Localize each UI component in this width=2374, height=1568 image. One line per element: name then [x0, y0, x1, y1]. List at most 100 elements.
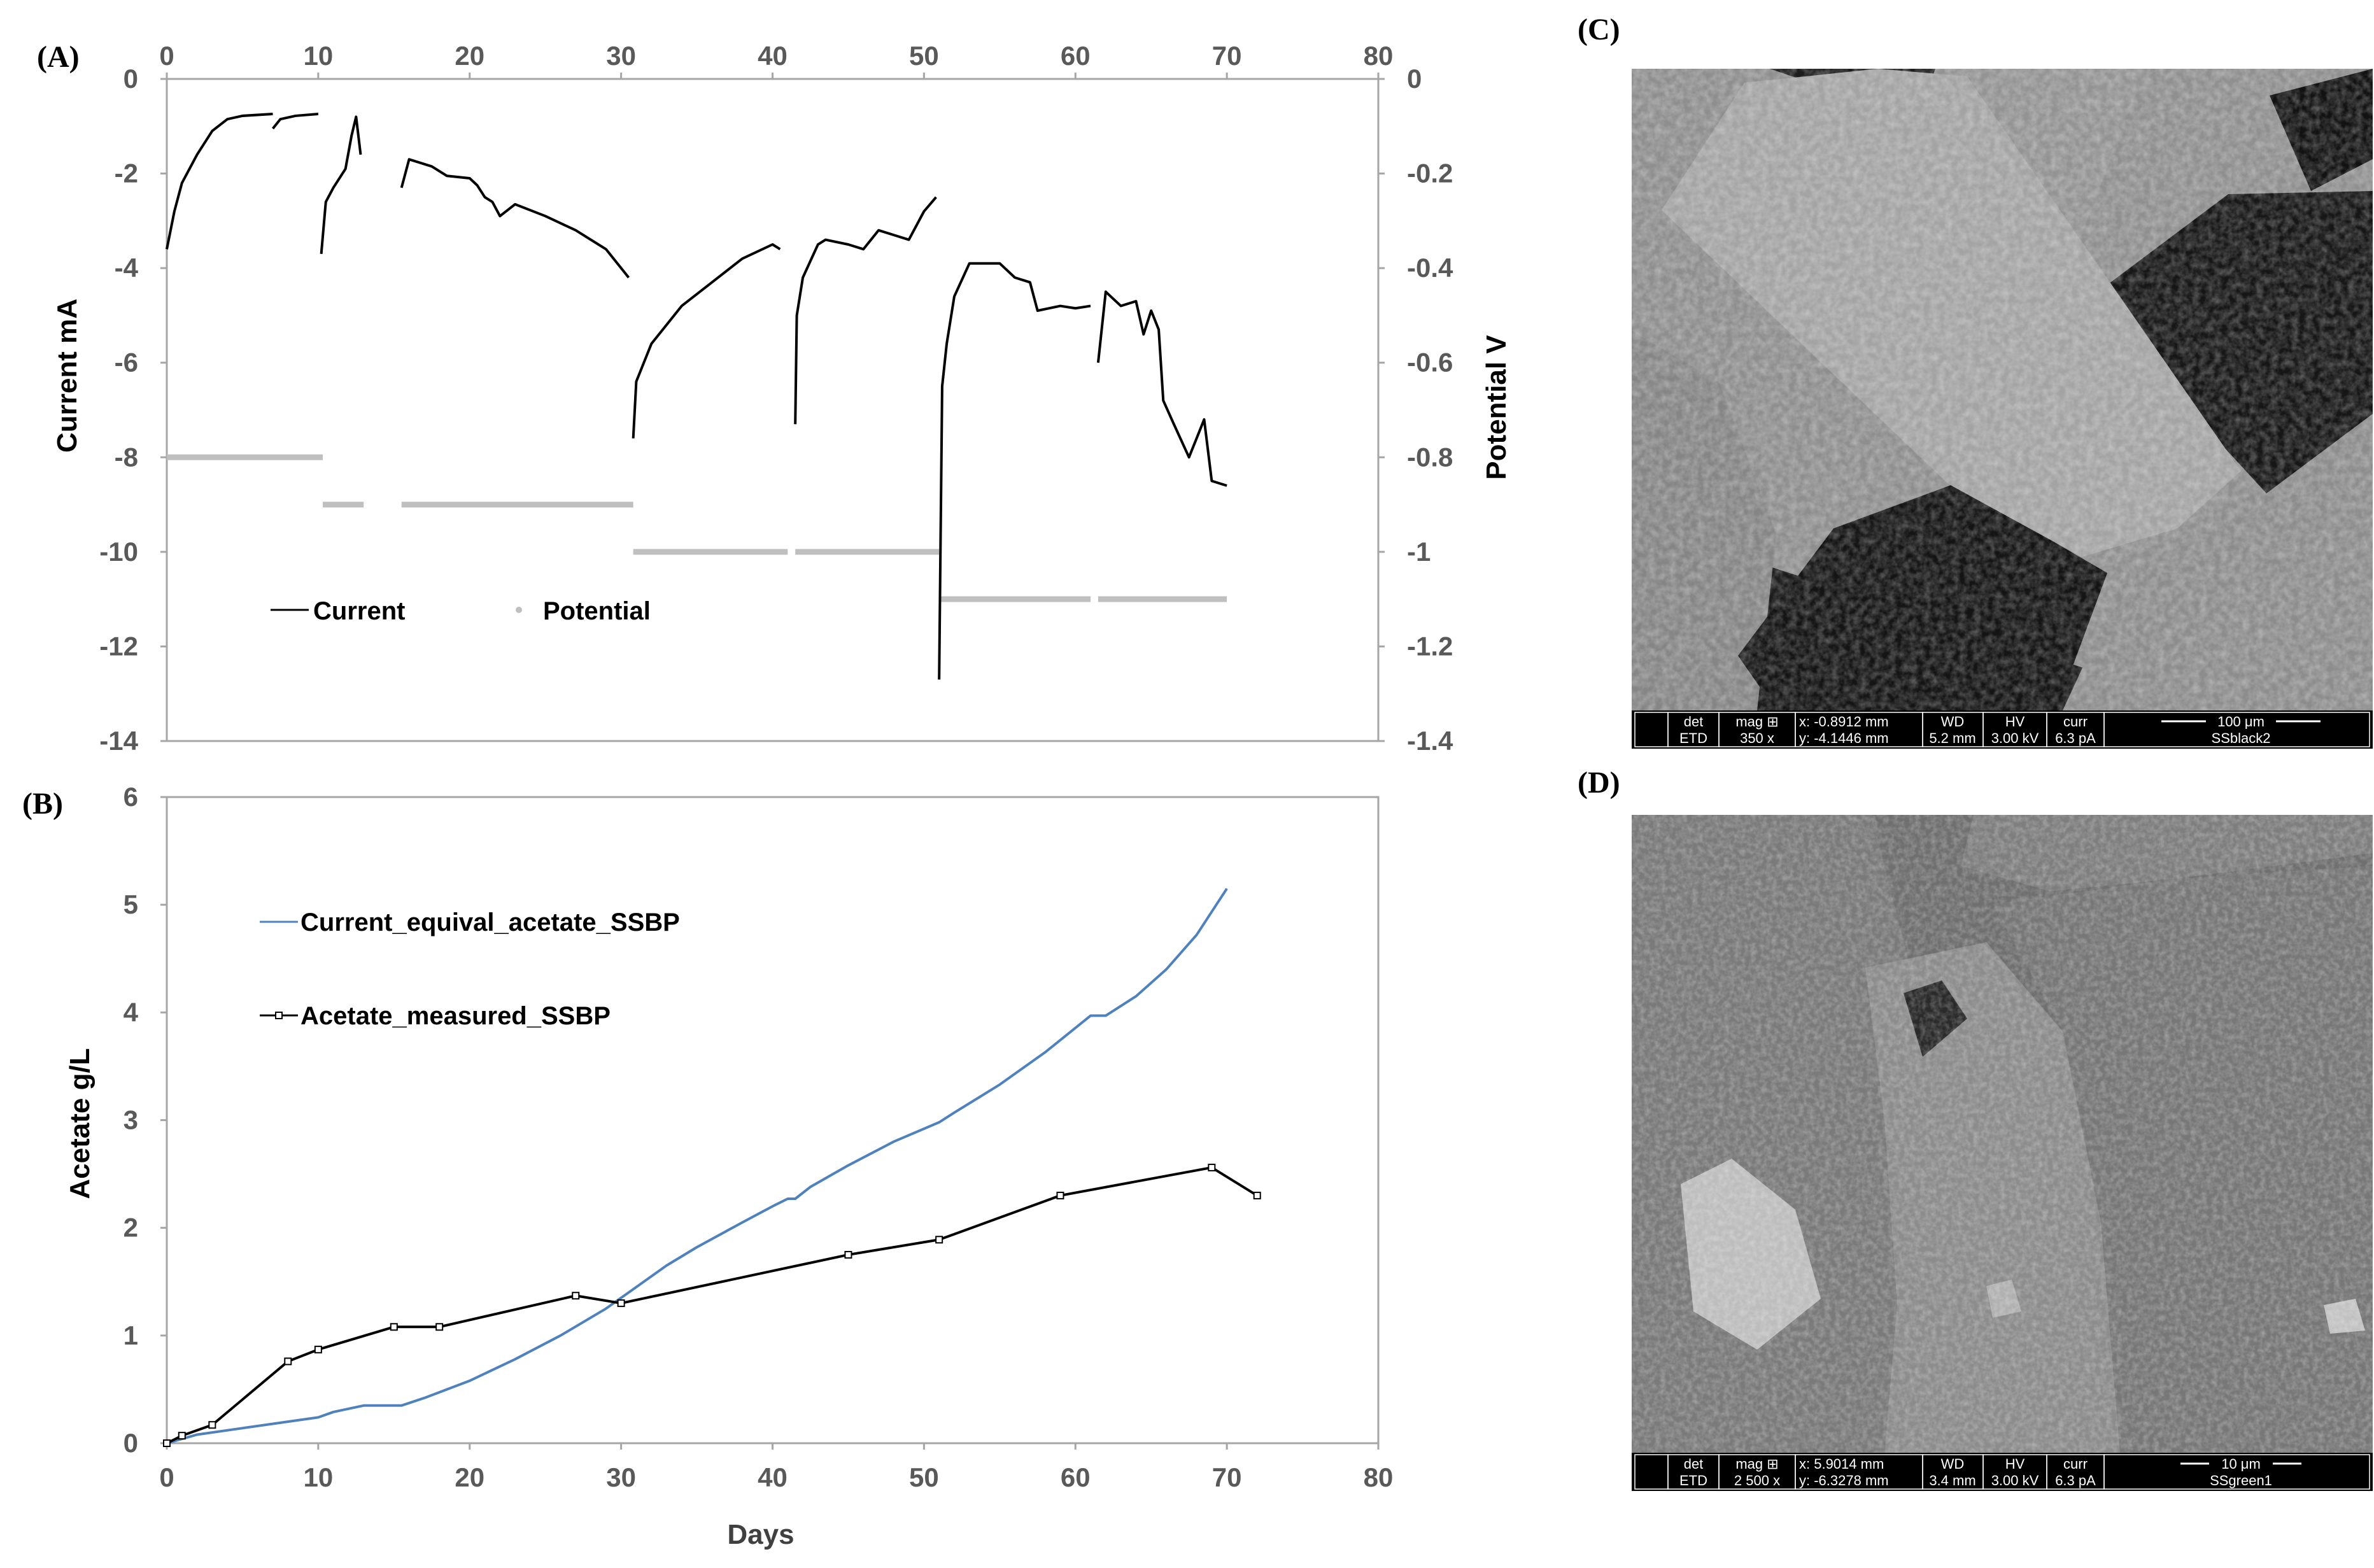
sem-c-curr-value: 6.3 pA	[2055, 730, 2096, 746]
chart-b-x-tick-label: 80	[1364, 1462, 1394, 1492]
chart-a-y-tick-label: -6	[115, 348, 138, 378]
sem-d-det-header: det	[1684, 1456, 1704, 1472]
sem-d-y-coord: y: -6.3278 mm	[1799, 1473, 1889, 1488]
sem-c-info-cells	[1634, 712, 2370, 747]
sem-d-wd-header: WD	[1941, 1456, 1965, 1472]
chart-a-x-tick-label: 50	[909, 41, 939, 71]
chart-a-x-tick-label: 0	[159, 41, 174, 71]
sem-image-c: det ETD mag ⊞ 350 x x: -0.8912 mm y: -4.…	[1632, 69, 2373, 749]
chart-a-y2-tick-label: -0.4	[1407, 253, 1453, 283]
chart-b-y-axis-label: Acetate g/L	[64, 1048, 95, 1199]
chart-b-y-tick-label: 3	[124, 1105, 138, 1135]
chart-b-x-axis-label: Days	[727, 1519, 794, 1550]
legend-current-label: Current	[313, 597, 405, 625]
acetate-measured-point	[935, 1236, 943, 1244]
sem-d-info-cells	[1634, 1454, 2370, 1490]
acetate-measured-point	[208, 1421, 216, 1429]
chart-b-y-tick-label: 6	[124, 782, 138, 812]
acetate-measured-point	[617, 1299, 625, 1308]
sem-image-d: det ETD mag ⊞ 2 500 x x: 5.9014 mm y: -6…	[1632, 815, 2373, 1491]
legend-potential-label: Potential	[543, 597, 651, 625]
chart-b-x-tick-label: 50	[909, 1462, 939, 1492]
acetate-measured-point	[284, 1357, 292, 1366]
chart-a-y2-tick-label: 0	[1407, 64, 1422, 94]
chart-a-x-tick-label: 40	[758, 41, 788, 71]
sem-c-mesh-wires	[1632, 69, 2373, 710]
chart-b-y-tick-label: 5	[124, 889, 138, 919]
sem-d-curr-header: curr	[2063, 1456, 2088, 1472]
sem-c-x-coord: x: -0.8912 mm	[1799, 714, 1889, 730]
chart-a-x-tick-label: 20	[455, 41, 484, 71]
sem-c-scale-label: 100 μm	[2217, 714, 2264, 730]
chart-a-y-axis-label: Current mA	[52, 299, 83, 453]
chart-b-x-tick-label: 70	[1212, 1462, 1242, 1492]
chart-b-x-axis-ticks: 0 10 20 30 40 50 60 70 80	[159, 1443, 1393, 1492]
sem-d-curr-value: 6.3 pA	[2055, 1473, 2096, 1488]
chart-b-legend: Current_equival_acetate_SSBP Acetate_mea…	[260, 908, 680, 1030]
chart-a-y2-axis-label: Potential V	[1481, 335, 1512, 480]
acetate-measured-point	[314, 1345, 322, 1353]
chart-b-y-tick-label: 0	[124, 1428, 138, 1458]
legend-potential-swatch	[516, 607, 522, 613]
chart-a-x-tick-label: 70	[1212, 41, 1242, 71]
sem-d-mag-value: 2 500 x	[1734, 1473, 1780, 1488]
chart-a-y-tick-label: 0	[124, 64, 138, 94]
current-trace-segment	[320, 115, 362, 255]
chart-a-legend: Current Potential	[271, 597, 651, 625]
sem-c-wd-value: 5.2 mm	[1929, 730, 1975, 746]
current-trace-segment	[794, 196, 937, 425]
chart-a-right-axis-ticks: 0 -0.2 -0.4 -0.6 -0.8 -1 -1.2 -1.4	[1378, 64, 1453, 756]
chart-a-y-tick-label: -4	[115, 253, 139, 283]
sem-c-hv-header: HV	[2005, 714, 2025, 730]
chart-a-y2-tick-label: -1.4	[1407, 726, 1453, 756]
current-trace-segment	[166, 112, 273, 250]
panel-label-b: (B)	[22, 787, 63, 821]
chart-b-x-tick-label: 40	[758, 1462, 788, 1492]
current-trace-segment	[632, 243, 781, 439]
sem-c-hv-value: 3.00 kV	[1991, 730, 2039, 746]
acetate-measured-point	[1208, 1163, 1216, 1171]
current-equival-acetate-line	[166, 887, 1228, 1444]
sem-c-wd-header: WD	[1941, 714, 1965, 730]
sem-d-scale-label: 10 μm	[2221, 1456, 2261, 1472]
current-series	[166, 112, 1227, 680]
chart-a-x-tick-label: 80	[1364, 41, 1394, 71]
acetate-measured-point	[1056, 1191, 1064, 1199]
chart-a-y-tick-label: -14	[99, 726, 138, 756]
current-trace-segment	[271, 112, 319, 130]
sem-d-x-coord: x: 5.9014 mm	[1799, 1456, 1884, 1472]
chart-a-y-tick-label: -8	[115, 442, 138, 472]
chart-b-x-tick-label: 20	[455, 1462, 484, 1492]
chart-b-y-tick-label: 4	[124, 997, 139, 1027]
chart-b: 0 10 20 30 40 50 60 70 80 0 1 2 3 4 5 6 Acetate g/L Da…	[64, 782, 1393, 1550]
sem-c-y-coord: y: -4.1446 mm	[1799, 730, 1889, 746]
chart-a-y2-tick-label: -1.2	[1407, 631, 1453, 661]
sem-c-det-value: ETD	[1679, 730, 1707, 746]
chart-a-x-tick-label: 30	[606, 41, 636, 71]
chart-b-y-axis-ticks: 0 1 2 3 4 5 6	[124, 782, 167, 1458]
legend-current-equival-label: Current_equival_acetate_SSBP	[300, 908, 680, 936]
acetate-measured-point	[1253, 1191, 1261, 1199]
chart-a-y2-tick-label: -0.8	[1407, 442, 1453, 472]
sem-d-wd-value: 3.4 mm	[1929, 1473, 1975, 1488]
acetate-measured-point	[844, 1250, 852, 1259]
sem-d-surface	[1632, 815, 2373, 1453]
panel-label-c: (C)	[1578, 13, 1620, 46]
sem-d-det-value: ETD	[1679, 1473, 1707, 1488]
acetate-measured-point	[435, 1323, 444, 1331]
chart-b-y-tick-label: 2	[124, 1213, 138, 1243]
chart-a-y2-tick-label: -1	[1407, 537, 1431, 567]
chart-a-y-tick-label: -2	[115, 159, 138, 188]
current-trace-segment	[938, 262, 1091, 680]
chart-b-x-tick-label: 10	[304, 1462, 334, 1492]
chart-b-plot-frame	[166, 796, 1380, 1444]
legend-acetate-measured-marker	[275, 1012, 283, 1019]
acetate-measured-series	[163, 1163, 1261, 1447]
acetate-measured-point	[572, 1292, 580, 1300]
sem-d-hv-header: HV	[2005, 1456, 2025, 1472]
chart-a-x-tick-label: 10	[304, 41, 334, 71]
chart-a-y-tick-label: -12	[99, 631, 138, 661]
chart-a-y2-tick-label: -0.2	[1407, 159, 1453, 188]
chart-b-x-tick-label: 0	[159, 1462, 174, 1492]
